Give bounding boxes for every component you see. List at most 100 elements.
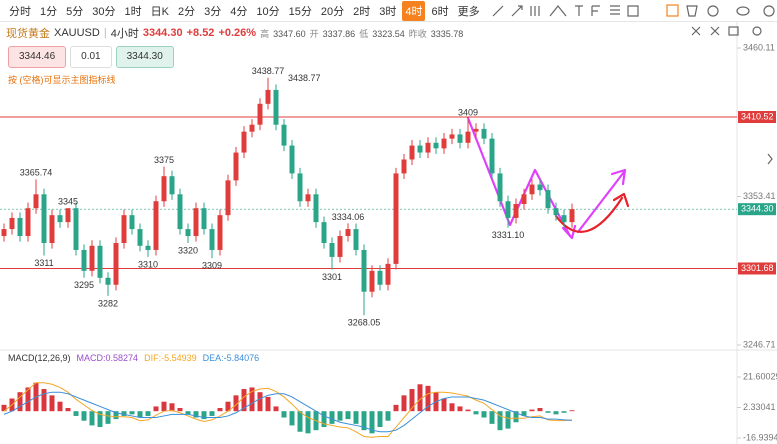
icon[interactable] [549,5,567,17]
icon[interactable] [530,6,540,16]
histogram-bar [217,408,223,412]
timeframe[interactable]: 5分 [66,5,84,18]
candle-body [401,159,407,174]
price: 3344.30 [142,27,183,39]
timeframe[interactable]: 1分 [40,5,58,18]
timeframe[interactable]: 4分 [230,5,248,18]
curve-drawing [554,196,624,233]
candle-body [33,194,39,209]
histogram-bar [225,401,231,412]
stat-label: 高 [260,28,270,39]
icon[interactable] [752,26,762,36]
candle-body [321,222,327,243]
histogram-bar [105,411,111,424]
histogram-bar [57,401,63,412]
icon[interactable] [575,5,583,16]
candle-body [425,142,431,153]
timeframe[interactable]: 更多 [457,5,480,18]
timeframe[interactable]: 2分 [177,5,196,18]
histogram-bar [329,411,335,424]
extreme-label: 3438.77 [288,73,321,83]
change-pct: +0.26% [218,27,257,39]
period[interactable]: 4小时 [110,28,139,40]
timeframe[interactable]: 4时 [402,0,426,21]
candle-body [97,245,103,278]
candle-body [137,229,143,246]
histogram-bar [345,411,351,420]
extreme-label: 3438.77 [252,66,285,76]
histogram-bar [241,389,247,412]
icon[interactable] [686,5,698,17]
icon[interactable] [763,5,775,17]
icon[interactable] [707,5,719,17]
icon[interactable] [728,26,739,36]
timeframe[interactable]: 15分 [288,5,312,18]
icon[interactable] [492,5,504,17]
icon[interactable] [736,6,750,16]
histogram-bar [297,411,303,432]
price-label: 3410.52 [741,111,774,121]
candle-body [57,215,63,223]
candle-body [337,236,343,257]
timeframe[interactable]: 20分 [320,5,345,18]
histogram-bar [233,395,239,412]
side-tab[interactable] [767,153,773,165]
y-tick-label: 3246.71 [743,339,776,349]
timeframe[interactable]: 3时 [379,5,397,18]
icon[interactable] [591,5,600,16]
candle-body [545,190,551,209]
stat-value: 3323.54 [372,28,405,39]
candle-body [105,277,111,285]
candle-body [129,215,135,230]
timeframe[interactable]: 3分 [204,5,222,18]
candle-body [281,124,287,146]
extreme-label: 3334.06 [332,212,365,222]
stat-value: 3347.60 [273,28,306,39]
histogram-bar [73,411,79,416]
candle-body [185,229,191,237]
histogram-bar [305,411,311,434]
extreme-label: 3295 [74,280,94,290]
candle-body [161,176,167,202]
timeframe[interactable]: 1时 [124,5,142,18]
candle-body [369,270,375,292]
histogram-bar [449,403,455,412]
candle-body [265,89,271,104]
candle-body [489,138,495,174]
icon[interactable] [511,5,523,17]
timeframe[interactable]: 6时 [431,5,449,18]
histogram-bar [121,411,127,416]
candle-body [457,134,463,143]
candle-body [145,245,151,250]
icon[interactable] [710,26,720,36]
icon[interactable] [610,5,620,15]
timeframe[interactable]: 10分 [256,5,280,18]
extreme-label: 3409 [458,108,478,118]
toolbar-icons [492,4,775,165]
stat-value: 3337.86 [322,28,356,39]
sell-price[interactable]: 3344.46 [8,46,67,68]
price-box [738,111,776,124]
arrow-head [610,168,627,186]
price-box [738,262,776,275]
extreme-label: 3309 [202,261,222,271]
candle-body [449,134,455,139]
candle-body [385,263,391,285]
y-tick-label: 2.33041 [743,402,776,412]
buy-price[interactable]: 3344.30 [115,46,174,68]
candle-body [121,215,127,243]
timeframe[interactable]: 30分 [92,5,116,18]
timeframe-bar: 分时 1分 5分 30分 1时 日K 2分 3分 4分 10分 15分 20分 2时 3时 4时 6时 更多 [0,0,777,22]
icon[interactable] [691,26,701,36]
lot-input[interactable]: 0.01 [70,46,112,68]
timeframe[interactable]: 日K [150,5,169,18]
icon[interactable] [666,4,679,17]
icon[interactable] [627,5,639,17]
candle-body [393,173,399,264]
timeframe[interactable]: 分时 [9,5,31,18]
candle-body [473,128,479,132]
timeframe[interactable]: 2时 [353,5,371,18]
extreme-label: 3282 [98,298,118,308]
candle-body [233,152,239,181]
candle-body [217,215,223,250]
